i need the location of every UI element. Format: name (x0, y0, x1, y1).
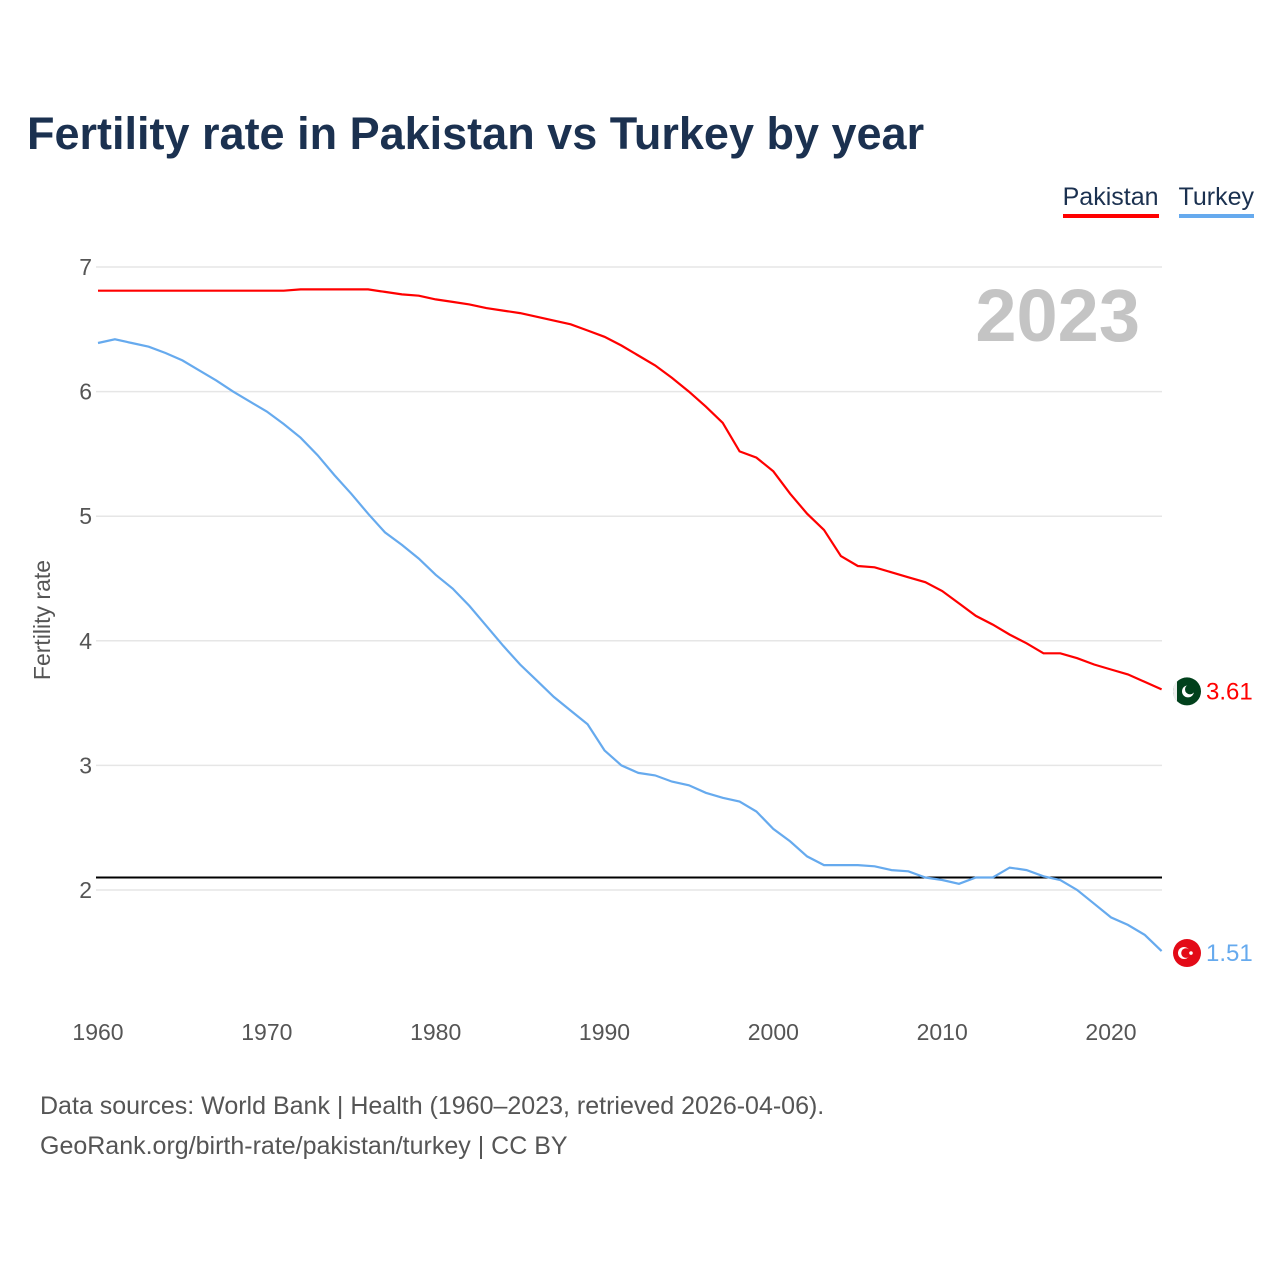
pakistan-flag-icon (1172, 677, 1201, 706)
x-tick-label: 2010 (917, 1019, 968, 1045)
x-tick-label: 1970 (241, 1019, 292, 1045)
current-year-label: 2023 (975, 274, 1140, 357)
y-tick-label: 5 (79, 503, 92, 529)
series-line-turkey[interactable] (97, 338, 1163, 952)
data-source-text: Data sources: World Bank | Health (1960–… (40, 1092, 825, 1120)
series-line-pakistan[interactable] (98, 288, 1163, 691)
legend: Pakistan Turkey (1062, 183, 1254, 218)
attribution-link[interactable]: GeoRank.org/birth-rate/pakistan/turkey |… (40, 1132, 568, 1160)
y-axis-label: Fertility rate (29, 560, 55, 680)
turkey-flag-icon (1173, 939, 1201, 968)
y-tick-label: 6 (79, 379, 92, 405)
legend-item-pakistan[interactable]: Pakistan (1062, 183, 1159, 218)
end-value-label: 1.51 (1206, 940, 1253, 967)
chart-title: Fertility rate in Pakistan vs Turkey by … (27, 108, 925, 159)
y-tick-label: 7 (79, 254, 92, 280)
y-tick-label: 2 (79, 877, 92, 903)
x-tick-label: 1980 (410, 1019, 461, 1045)
x-tick-label: 2000 (748, 1019, 799, 1045)
legend-item-turkey[interactable]: Turkey (1178, 183, 1254, 218)
y-tick-label: 3 (79, 752, 92, 778)
end-value-label: 3.61 (1206, 678, 1253, 705)
x-tick-label: 1990 (579, 1019, 630, 1045)
x-tick-label: 2020 (1085, 1019, 1136, 1045)
y-tick-label: 4 (79, 628, 92, 654)
x-tick-label: 1960 (72, 1019, 123, 1045)
footer: Data sources: World Bank | Health (1960–… (40, 1086, 824, 1166)
